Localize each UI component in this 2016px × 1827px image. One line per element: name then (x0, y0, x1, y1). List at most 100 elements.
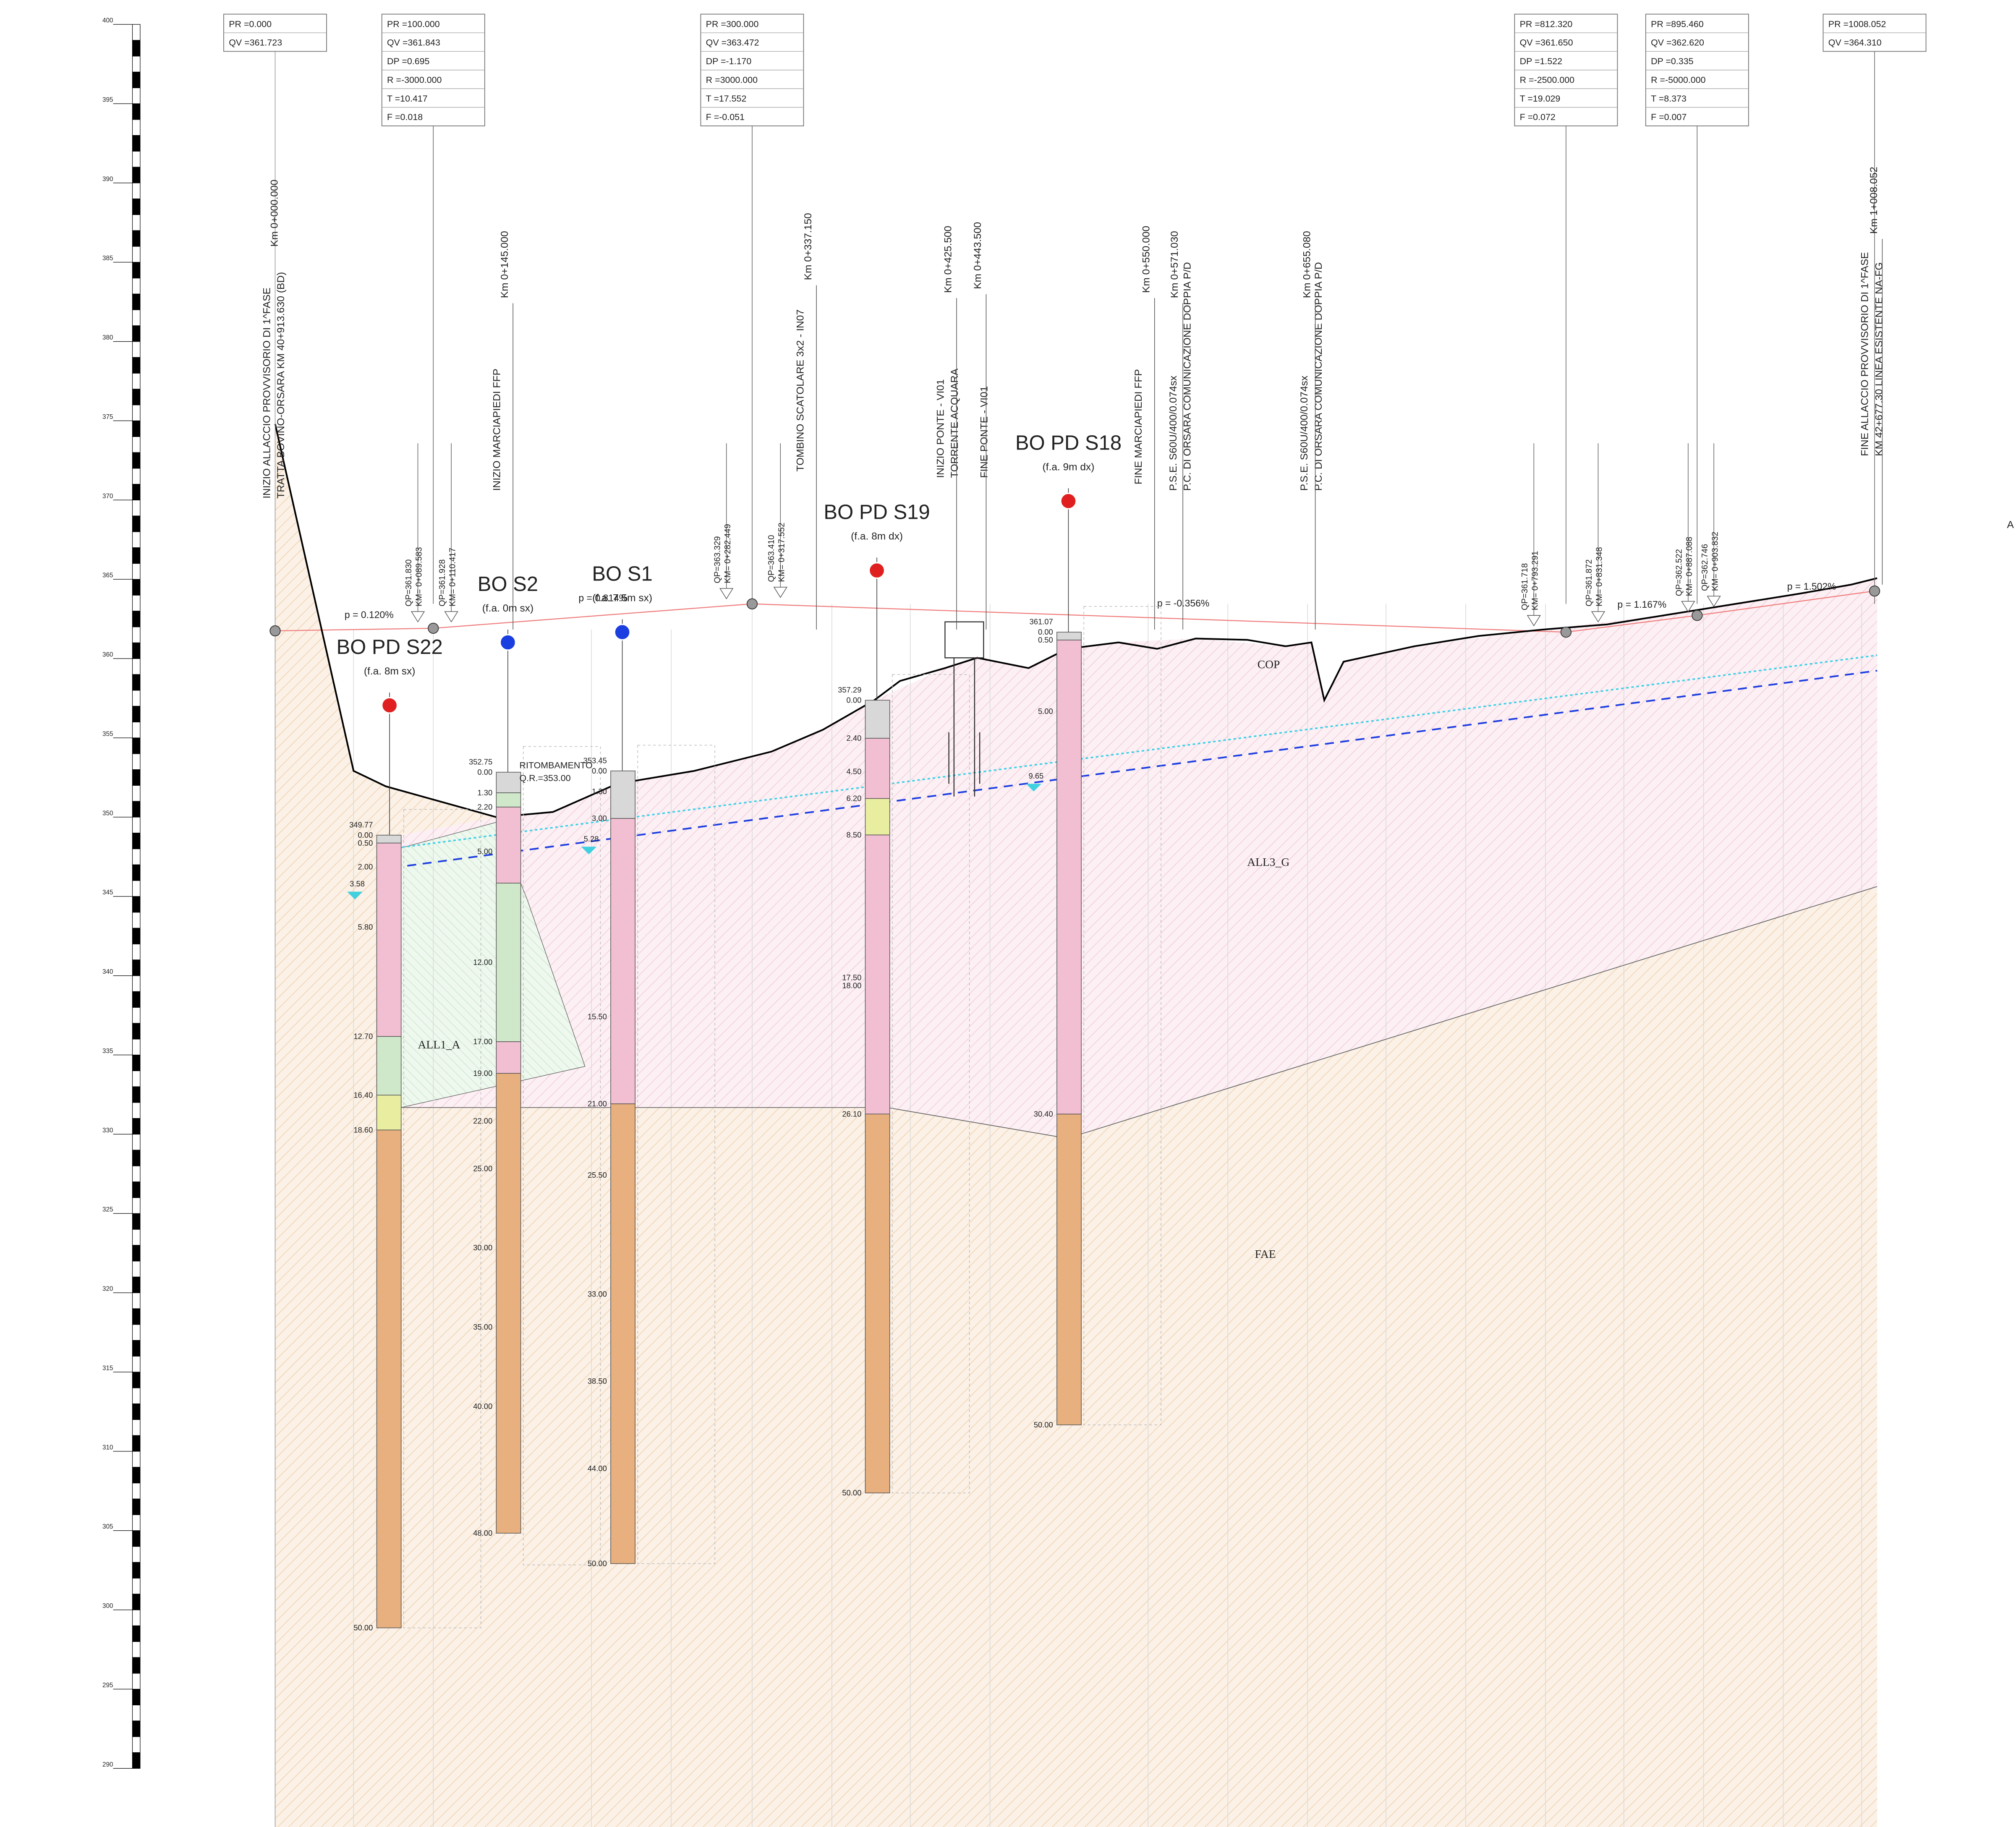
scale-segment (133, 405, 140, 421)
grade-marker (1527, 615, 1540, 625)
borehole-depth: 5.80 (358, 923, 373, 931)
borehole-note: (f.a. 8m sx) (364, 666, 415, 677)
station-text: R =-3000.000 (387, 75, 442, 85)
scale-label: 400 (102, 17, 113, 24)
scale-segment (133, 199, 140, 215)
scale-segment (133, 230, 140, 246)
annotation-text: INIZIO PONTE - VI01 (935, 379, 946, 478)
grade-marker (774, 587, 787, 597)
scale-segment (133, 1150, 140, 1166)
scale-label: 325 (102, 1206, 113, 1213)
borehole-depth: 15.50 (588, 1012, 607, 1021)
scale-segment (133, 1467, 140, 1483)
scale-segment (133, 1103, 140, 1119)
borehole-depth: 17.50 (842, 973, 861, 982)
grade-text: KM= 0+317.552 (777, 523, 787, 582)
station-text: QV =361.650 (1520, 38, 1573, 48)
station-text: PR =1008.052 (1828, 19, 1886, 29)
drawing: 4003953903853803753703653603553503453403… (0, 0, 2016, 1827)
scale-label: 355 (102, 730, 113, 737)
layer-label: ALL1_A (418, 1038, 460, 1051)
annotation-text: P.C. DI ORSARA COMUNICAZIONE DOPPIA P/D (1182, 262, 1193, 491)
scale-segment (133, 1372, 140, 1388)
station-text: PR =895.460 (1651, 19, 1704, 29)
station-text: F =0.007 (1651, 112, 1687, 122)
borehole-depth: 25.50 (588, 1171, 607, 1179)
station-text: T =8.373 (1651, 94, 1687, 104)
annotation-text: INIZIO ALLACCIO PROVVISORIO DI 1^FASE (261, 288, 272, 499)
scale-segment (133, 1261, 140, 1277)
scale-segment (133, 167, 140, 183)
borehole-depth: 44.00 (588, 1464, 607, 1473)
station-text: F =-0.051 (706, 112, 745, 122)
scale-segment (133, 151, 140, 167)
scale-segment (133, 532, 140, 548)
scale-segment (133, 1610, 140, 1626)
scale-segment (133, 310, 140, 326)
borehole-layer (496, 883, 520, 1042)
station-text: R =-2500.000 (1520, 75, 1575, 85)
borehole-depth: 5.00 (477, 847, 492, 856)
borehole-depth: 0.00 (847, 695, 862, 704)
borehole-depth: 12.00 (473, 958, 492, 967)
scale-segment (133, 278, 140, 294)
grade-text: KM= 0+089.583 (415, 547, 424, 606)
scale-segment (133, 1277, 140, 1293)
borehole-elevation: 349.77 (349, 820, 373, 829)
station-text: QV =361.723 (229, 38, 282, 48)
borehole-marker (1061, 493, 1076, 509)
scale-segment (133, 1325, 140, 1341)
scale-segment (133, 452, 140, 468)
body: 4003953903853803753703653603553503453403… (0, 0, 2016, 1827)
station-text: QV =362.620 (1651, 38, 1704, 48)
layer-label: ALL3_G (1247, 855, 1289, 868)
borehole-depth: 50.00 (353, 1623, 373, 1632)
scale-segment (133, 246, 140, 262)
scale-segment (133, 1087, 140, 1103)
scale-label: 345 (102, 889, 113, 896)
scale-segment (133, 1293, 140, 1309)
grade-text: KM= 0+903.832 (1710, 532, 1720, 591)
borehole-marker (382, 698, 397, 713)
grade-text: QP=361.872 (1585, 559, 1594, 606)
borehole-depth: 30.40 (1034, 1110, 1053, 1119)
borehole-depth: 6.20 (847, 794, 862, 803)
borehole-depth: 25.00 (473, 1164, 492, 1173)
grade-marker (445, 612, 458, 622)
layer-label: COP (1258, 658, 1280, 671)
station-text: PR =812.320 (1520, 19, 1573, 29)
slope-label: p = 1.502% (1787, 581, 1836, 592)
vertex-marker (1870, 586, 1880, 596)
borehole-depth: 8.50 (847, 831, 862, 839)
scale-segment (133, 754, 140, 770)
scale-segment (133, 1689, 140, 1705)
scale-segment (133, 817, 140, 833)
scale-segment (133, 389, 140, 405)
scale-segment (133, 1705, 140, 1721)
scale-label: 290 (102, 1761, 113, 1768)
annotation-text: P.S.E. S60U/400/0.074sx (1168, 376, 1179, 491)
borehole-depth: 3.00 (592, 814, 607, 823)
annotation-text: TOMBINO SCATOLARE 3x2 - IN07 (795, 309, 806, 471)
station-text: PR =0.000 (229, 19, 272, 29)
station-text: QV =364.310 (1828, 38, 1882, 48)
borehole-layer (496, 772, 520, 793)
scale-segment (133, 516, 140, 532)
scale-segment (133, 1071, 140, 1087)
borehole-layer (1057, 640, 1081, 1114)
scale-label: 385 (102, 255, 113, 262)
layer-label: FAE (1255, 1247, 1276, 1260)
scale-segment (133, 1023, 140, 1039)
grade-text: QP=363.410 (767, 535, 776, 582)
station-text: T =17.552 (706, 94, 747, 104)
borehole-depth: 2.00 (358, 862, 373, 871)
scale-segment (133, 976, 140, 992)
borehole-depth: 4.50 (847, 767, 862, 776)
borehole-depth: 0.00 (477, 768, 492, 776)
scale-segment (133, 564, 140, 580)
annotation-text: TRATTA BOVINO-ORSARA KM 40+913.630 (BD) (275, 272, 287, 499)
scale-segment (133, 770, 140, 786)
scale-segment (133, 1626, 140, 1641)
scale-segment (133, 40, 140, 56)
borehole-depth: 2.20 (477, 802, 492, 811)
